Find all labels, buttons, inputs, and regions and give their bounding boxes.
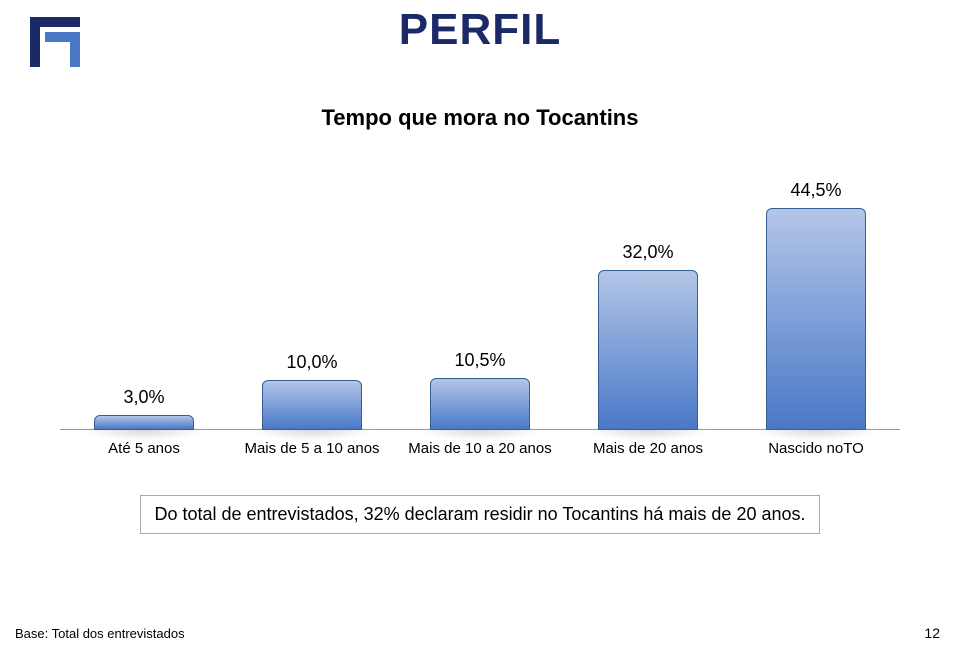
- bar-category-label: Nascido noTO: [732, 440, 900, 457]
- bar-group: [564, 270, 732, 430]
- bar-value-label: 32,0%: [564, 242, 732, 263]
- bar-group: [60, 415, 228, 430]
- bar-category-label: Mais de 5 a 10 anos: [228, 440, 396, 457]
- bar-value-label: 10,0%: [228, 352, 396, 373]
- bar-category-label: Mais de 10 a 20 anos: [396, 440, 564, 457]
- bar-value-label: 3,0%: [60, 387, 228, 408]
- caption-box: Do total de entrevistados, 32% declaram …: [140, 495, 820, 534]
- page-number: 12: [924, 625, 940, 641]
- bar-value-label: 44,5%: [732, 180, 900, 201]
- caption-text: Do total de entrevistados, 32% declaram …: [154, 504, 805, 524]
- bar-group: [732, 208, 900, 431]
- bar: [430, 378, 530, 431]
- bar-category-label: Mais de 20 anos: [564, 440, 732, 457]
- bar: [598, 270, 698, 430]
- bar-chart: 3,0% Até 5 anos 10,0% Mais de 5 a 10 anos 10…: [60, 160, 900, 460]
- footer-note: Base: Total dos entrevistados: [15, 626, 185, 641]
- bar-group: [396, 378, 564, 431]
- bar: [94, 415, 194, 430]
- page-title: PERFIL: [0, 5, 960, 55]
- bar-category-label: Até 5 anos: [60, 440, 228, 457]
- bar: [262, 380, 362, 430]
- bar-value-label: 10,5%: [396, 350, 564, 371]
- chart-title: Tempo que mora no Tocantins: [0, 105, 960, 131]
- bar: [766, 208, 866, 431]
- bar-group: [228, 380, 396, 430]
